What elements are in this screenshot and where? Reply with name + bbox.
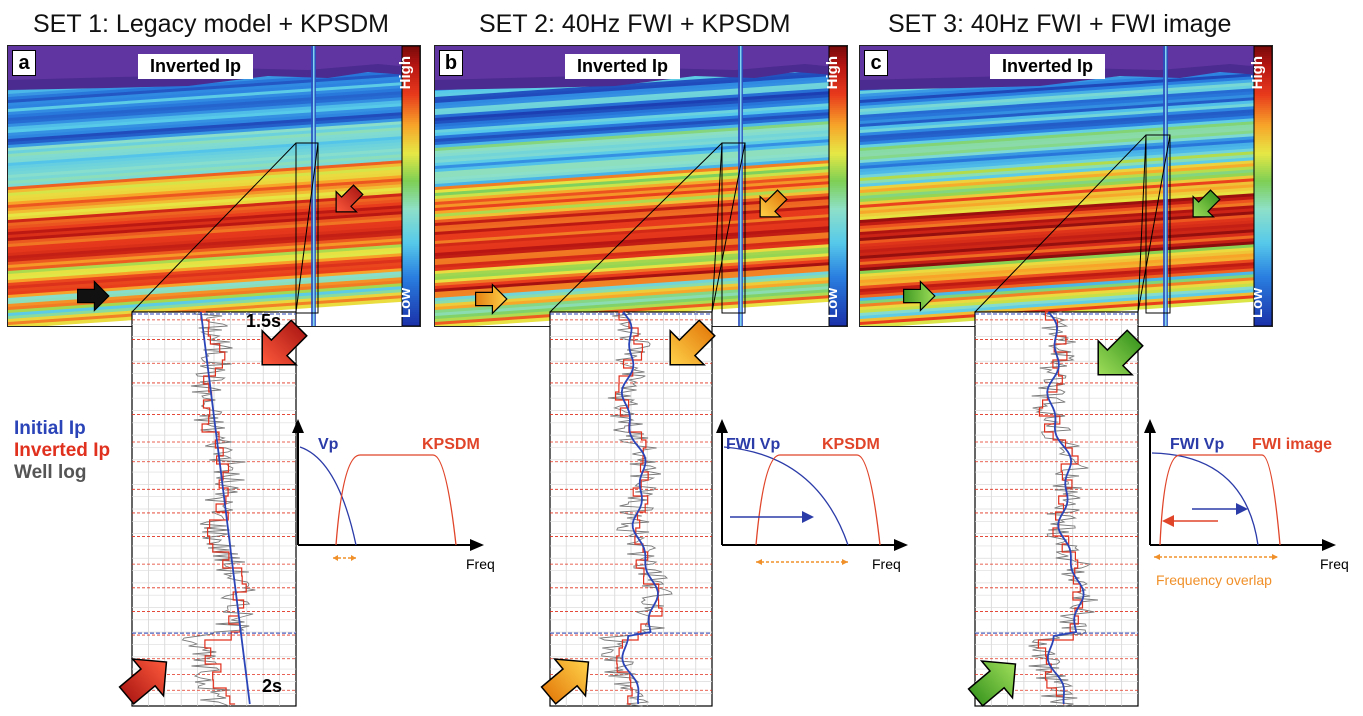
spectrum-b: FWI Vp KPSDM Freq bbox=[716, 419, 908, 572]
well-plot-c bbox=[974, 311, 1139, 707]
well-plot-b bbox=[549, 311, 713, 707]
set2-title: SET 2: 40Hz FWI + KPSDM bbox=[479, 10, 791, 38]
scale-high-b: High bbox=[824, 56, 841, 90]
spectrum-c: FWI Vp FWI image Freq Frequency overlap bbox=[1144, 419, 1349, 588]
panel-label-b: Inverted Ip bbox=[565, 54, 681, 79]
seismic-panel-a: a Inverted Ip High Low bbox=[7, 45, 421, 327]
scale-low-c: Low bbox=[1249, 288, 1266, 318]
spectrum-image-label-b: KPSDM bbox=[822, 436, 880, 453]
panel-letter-b: b bbox=[439, 50, 463, 76]
seismic-image-b bbox=[435, 46, 847, 326]
scale-high-a: High bbox=[397, 56, 414, 90]
legend-well-log: Well log bbox=[14, 462, 87, 483]
set3-title: SET 3: 40Hz FWI + FWI image bbox=[888, 10, 1232, 38]
seismic-image-a bbox=[8, 46, 420, 326]
spectrum-a: Vp KPSDM Freq bbox=[292, 419, 495, 572]
well-plot-a bbox=[131, 311, 297, 707]
panel-letter-c: c bbox=[864, 50, 888, 76]
arrow-bottom-a bbox=[118, 658, 168, 705]
seismic-image-c bbox=[860, 46, 1272, 326]
scale-low-a: Low bbox=[397, 288, 414, 318]
legend-initial-ip: Initial Ip bbox=[14, 418, 86, 439]
legend-inverted-ip: Inverted Ip bbox=[14, 440, 111, 461]
spectrum-freq-label-a: Freq bbox=[466, 556, 495, 572]
spectrum-image-label-a: KPSDM bbox=[422, 436, 480, 453]
arrow-bottom-c bbox=[967, 660, 1017, 707]
spectrum-vp-label-c: FWI Vp bbox=[1170, 436, 1224, 453]
spectrum-freq-label-c: Freq bbox=[1320, 556, 1349, 572]
frequency-overlap-label: Frequency overlap bbox=[1156, 572, 1272, 588]
spectrum-freq-label-b: Freq bbox=[872, 556, 901, 572]
scale-high-c: High bbox=[1249, 56, 1266, 90]
time-label-top: 1.5s bbox=[246, 311, 282, 331]
spectrum-vp-label-b: FWI Vp bbox=[726, 436, 780, 453]
arrow-bottom-b bbox=[540, 658, 590, 705]
arrow-top-c bbox=[1097, 329, 1144, 376]
spectrum-vp-label-a: Vp bbox=[318, 436, 339, 453]
panel-label-c: Inverted Ip bbox=[990, 54, 1106, 79]
curve-legend: Initial Ip Inverted Ip Well log bbox=[14, 418, 110, 484]
seismic-panel-b: b Inverted Ip High Low bbox=[434, 45, 848, 327]
panel-label-a: Inverted Ip bbox=[138, 54, 254, 79]
panel-letter-a: a bbox=[12, 50, 36, 76]
scale-low-b: Low bbox=[824, 288, 841, 318]
spectrum-image-label-c: FWI image bbox=[1252, 436, 1332, 453]
seismic-panel-c: c Inverted Ip High Low bbox=[859, 45, 1273, 327]
set1-title: SET 1: Legacy model + KPSDM bbox=[33, 10, 389, 38]
time-label-bottom: 2s bbox=[262, 676, 283, 696]
